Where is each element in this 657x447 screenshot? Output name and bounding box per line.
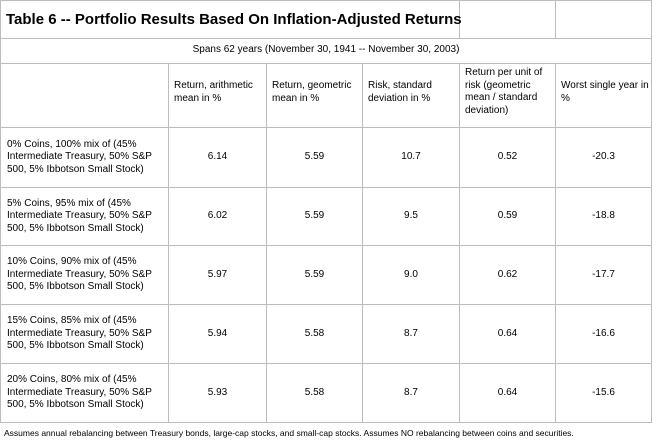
grid-line (0, 245, 652, 246)
grid-line (0, 363, 652, 364)
table-cell: 5.97 (207, 268, 228, 280)
table-footnote: Assumes annual rebalancing between Treas… (4, 428, 574, 438)
table-cell: -16.6 (592, 327, 615, 339)
table-cell: -20.3 (592, 151, 615, 163)
table-cell: 8.7 (404, 327, 418, 339)
table-cell: 0.64 (497, 327, 518, 339)
grid-line (0, 38, 652, 39)
grid-line (266, 63, 267, 423)
grid-line (0, 304, 652, 305)
grid-line (651, 0, 652, 423)
table-cell: 0.59 (497, 210, 518, 222)
table-cell: 6.02 (207, 210, 228, 222)
table-cell: -18.8 (592, 210, 615, 222)
grid-line (0, 0, 1, 423)
row-label: 15% Coins, 85% mix of (45% Intermediate … (7, 315, 152, 352)
table-subtitle: Spans 62 years (November 30, 1941 -- Nov… (192, 44, 460, 55)
row-label: 5% Coins, 95% mix of (45% Intermediate T… (7, 197, 152, 234)
grid-line (459, 0, 460, 39)
table-title: Table 6 -- Portfolio Results Based On In… (6, 11, 462, 28)
table-cell: 5.94 (207, 327, 228, 339)
table-cell: 5.58 (304, 327, 325, 339)
grid-line (0, 63, 652, 64)
column-header: Worst single year in % (561, 80, 649, 104)
table-cell: 5.59 (304, 268, 325, 280)
grid-line (0, 187, 652, 188)
table-cell: 9.0 (404, 268, 418, 280)
table-cell: 10.7 (401, 151, 421, 163)
column-header: Risk, standard deviation in % (368, 80, 432, 104)
table-cell: -17.7 (592, 268, 615, 280)
grid-line (0, 0, 652, 1)
grid-line (0, 127, 652, 128)
table-cell: 6.14 (207, 151, 228, 163)
table-cell: 8.7 (404, 386, 418, 398)
table-cell: 0.64 (497, 386, 518, 398)
grid-line (168, 63, 169, 423)
grid-line (0, 422, 652, 423)
table-cell: 5.59 (304, 210, 325, 222)
table-cell: 0.52 (497, 151, 518, 163)
table-cell: 0.62 (497, 268, 518, 280)
grid-line (459, 63, 460, 423)
grid-line (362, 63, 363, 423)
grid-line (555, 0, 556, 39)
column-header: Return, geometric mean in % (272, 80, 352, 104)
table-cell: 5.59 (304, 151, 325, 163)
table-cell: 5.93 (207, 386, 228, 398)
column-header: Return per unit of risk (geometric mean … (465, 67, 543, 116)
column-header: Return, arithmetic mean in % (174, 80, 253, 104)
row-label: 20% Coins, 80% mix of (45% Intermediate … (7, 374, 152, 411)
row-label: 10% Coins, 90% mix of (45% Intermediate … (7, 256, 152, 293)
table-cell: 5.58 (304, 386, 325, 398)
table-cell: -15.6 (592, 386, 615, 398)
table-cell: 9.5 (404, 210, 418, 222)
grid-line (555, 63, 556, 423)
row-label: 0% Coins, 100% mix of (45% Intermediate … (7, 138, 152, 175)
